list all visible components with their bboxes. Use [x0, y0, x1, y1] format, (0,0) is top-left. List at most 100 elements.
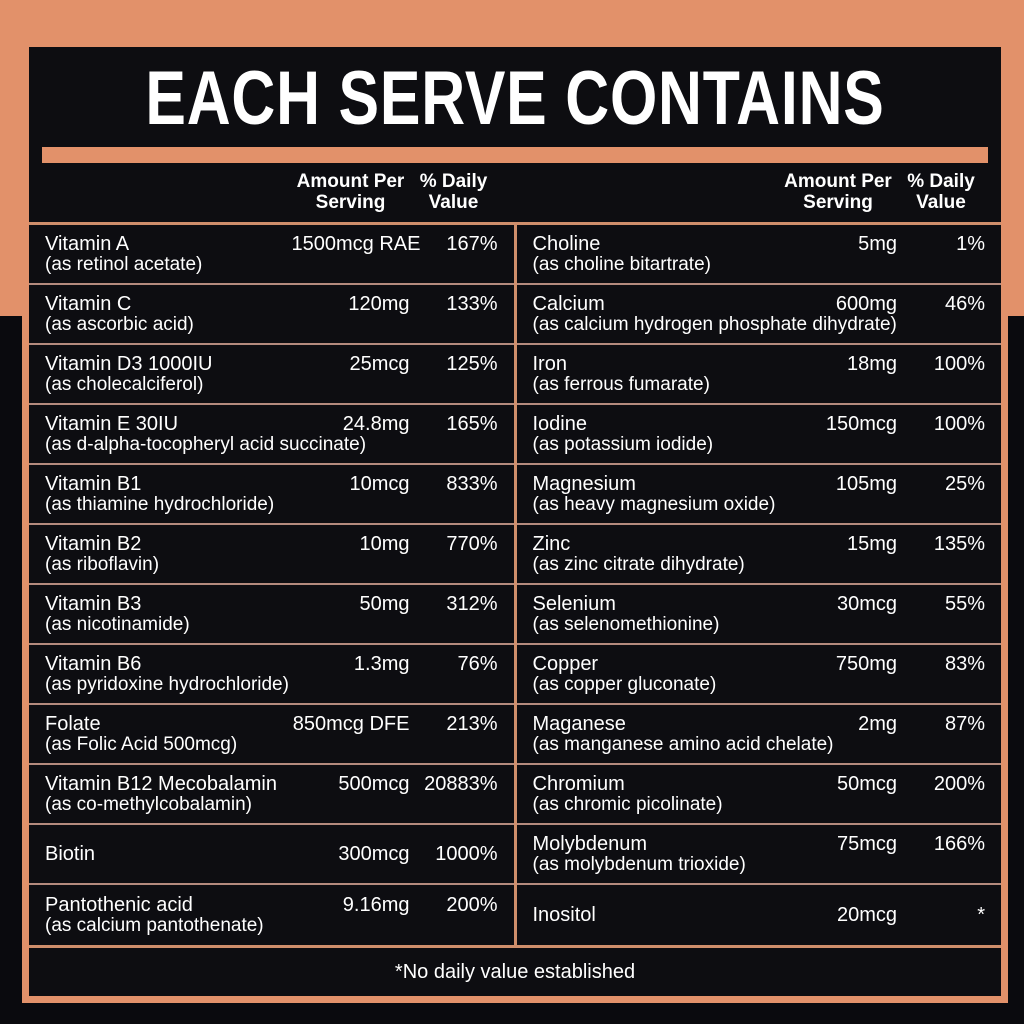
nutrient-form: (as nicotinamide)	[45, 614, 190, 635]
nutrient-form: (as cholecalciferol)	[45, 374, 204, 395]
nutrient-row: Iron 18mg 100% (as ferrous fumarate)	[516, 345, 1001, 405]
nutrient-name: Vitamin B6	[45, 653, 142, 675]
nutrient-name: Maganese	[532, 713, 626, 735]
nutrient-amount: 24.8mg	[342, 413, 410, 435]
nutrient-row: Vitamin A 1500mcg RAE 167% (as retinol acet…	[29, 225, 514, 285]
nutrient-row: Iodine 150mcg 100% (as potassium iodide)	[516, 405, 1001, 465]
nutrient-form: (as pyridoxine hydrochloride)	[45, 674, 289, 695]
nutrient-name: Vitamin B3	[45, 593, 142, 615]
nutrient-amount: 500mcg	[338, 773, 410, 795]
nutrient-row: Vitamin B12 Mecobalamin 500mcg 20883% (as c…	[29, 765, 514, 825]
nutrient-name: Iodine	[532, 413, 588, 435]
nutrient-amount: 600mg	[835, 293, 897, 315]
footnote: *No daily value established	[394, 960, 636, 983]
nutrient-form: (as selenomethionine)	[532, 614, 720, 635]
daily-value-header: % Daily Value	[419, 171, 488, 213]
nutrient-daily-value: 76%	[457, 653, 498, 675]
amount-per-serving-header: Amount Per Serving	[296, 171, 405, 213]
nutrient-row: Vitamin B3 50mg 312% (as nicotinamide)	[29, 585, 514, 645]
nutrient-row: Folate 850mcg DFE 213% (as Folic Acid 500mc…	[29, 705, 514, 765]
nutrient-amount: 850mcg DFE	[292, 713, 410, 735]
header-spacer	[45, 171, 292, 213]
nutrient-name: Vitamin D3 1000IU	[45, 353, 213, 375]
supplement-facts-panel: EACH SERVE CONTAINS Amount Per Serving %…	[22, 40, 1008, 1003]
nutrient-amount: 25mcg	[349, 353, 410, 375]
nutrient-row: Maganese 2mg 87% (as manganese amino acid c…	[516, 705, 1001, 765]
nutrient-row: Calcium 600mg 46% (as calcium hydrogen phos…	[516, 285, 1001, 345]
nutrient-daily-value: 46%	[944, 293, 985, 315]
nutrient-row: Vitamin C 120mg 133% (as ascorbic acid)	[29, 285, 514, 345]
nutrient-amount: 50mcg	[836, 773, 897, 795]
nutrient-daily-value: *	[977, 904, 985, 926]
nutrient-amount: 10mg	[359, 533, 410, 555]
nutrient-name: Vitamin E 30IU	[45, 413, 179, 435]
header-spacer	[533, 171, 780, 213]
nutrient-amount: 18mg	[846, 353, 897, 375]
nutrient-daily-value: 20883%	[424, 773, 498, 795]
nutrient-amount: 120mg	[348, 293, 410, 315]
daily-value-header: % Daily Value	[907, 171, 975, 213]
nutrient-daily-value: 770%	[446, 533, 498, 555]
nutrient-daily-value: 125%	[446, 353, 498, 375]
nutrient-daily-value: 213%	[446, 713, 498, 735]
nutrient-daily-value: 200%	[446, 894, 498, 916]
nutrient-row: Selenium 30mcg 55% (as selenomethionine)	[516, 585, 1001, 645]
label-title: EACH SERVE CONTAINS	[145, 56, 885, 141]
nutrient-form: (as calcium hydrogen phosphate dihydrate…	[532, 314, 897, 335]
nutrient-name: Vitamin B12 Mecobalamin	[45, 773, 277, 795]
nutrient-amount: 75mcg	[836, 833, 897, 855]
nutrient-amount: 1.3mg	[353, 653, 410, 675]
nutrient-amount: 105mg	[835, 473, 897, 495]
nutrient-form: (as ascorbic acid)	[45, 314, 194, 335]
nutrient-amount: 50mg	[359, 593, 410, 615]
footnote-row: *No daily value established	[29, 945, 1001, 996]
nutrient-daily-value: 200%	[933, 773, 985, 795]
nutrient-form: (as zinc citrate dihydrate)	[532, 554, 745, 575]
nutrient-daily-value: 83%	[944, 653, 985, 675]
nutrient-form: (as Folic Acid 500mcg)	[45, 734, 238, 755]
nutrient-daily-value: 87%	[944, 713, 985, 735]
nutrient-name: Choline	[532, 233, 601, 255]
nutrient-amount: 30mcg	[836, 593, 897, 615]
nutrient-name: Vitamin A	[45, 233, 130, 255]
nutrient-form: (as choline bitartrate)	[532, 254, 711, 275]
right-column-header: Amount Per Serving % Daily Value	[517, 163, 1002, 222]
nutrient-form: (as retinol acetate)	[45, 254, 203, 275]
nutrient-daily-value: 1%	[956, 233, 985, 255]
accent-bar	[42, 147, 988, 163]
column-divider	[513, 225, 517, 945]
nutrient-form: (as riboflavin)	[45, 554, 160, 575]
nutrient-name: Iron	[532, 353, 567, 375]
nutrient-row: Molybdenum 75mcg 166% (as molybdenum trioxi…	[516, 825, 1001, 885]
nutrient-name: Biotin	[45, 843, 96, 865]
nutrient-daily-value: 833%	[446, 473, 498, 495]
nutrient-daily-value: 167%	[446, 233, 498, 255]
nutrient-name: Inositol	[532, 904, 596, 926]
amount-per-serving-header: Amount Per Serving	[784, 171, 892, 213]
nutrient-name: Vitamin C	[45, 293, 132, 315]
nutrient-name: Vitamin B1	[45, 473, 142, 495]
nutrient-name: Magnesium	[532, 473, 636, 495]
nutrient-amount: 15mg	[846, 533, 897, 555]
nutrient-daily-value: 133%	[446, 293, 498, 315]
nutrient-daily-value: 165%	[446, 413, 498, 435]
nutrient-form: (as copper gluconate)	[532, 674, 717, 695]
nutrient-amount: 2mg	[858, 713, 897, 735]
nutrient-form: (as potassium iodide)	[532, 434, 714, 455]
nutrient-daily-value: 312%	[446, 593, 498, 615]
nutrient-form: (as chromic picolinate)	[532, 794, 723, 815]
nutrient-row: Vitamin D3 1000IU 25mcg 125% (as cholecalci…	[29, 345, 514, 405]
nutrient-form: (as co-methylcobalamin)	[45, 794, 252, 815]
nutrient-row: Vitamin E 30IU 24.8mg 165% (as d-alpha-toco…	[29, 405, 514, 465]
nutrient-row: Choline 5mg 1% (as choline bitartrate)	[516, 225, 1001, 285]
nutrient-name: Zinc	[532, 533, 571, 555]
nutrient-row: Magnesium 105mg 25% (as heavy magnesium oxi…	[516, 465, 1001, 525]
nutrient-amount: 10mcg	[349, 473, 410, 495]
nutrient-name: Pantothenic acid	[45, 894, 193, 916]
nutrient-row: Copper 750mg 83% (as copper gluconate)	[516, 645, 1001, 705]
nutrient-name: Copper	[532, 653, 599, 675]
nutrient-amount: 1500mcg RAE	[291, 233, 421, 255]
nutrient-amount: 5mg	[858, 233, 897, 255]
nutrient-row: Chromium 50mcg 200% (as chromic picolinate)	[516, 765, 1001, 825]
